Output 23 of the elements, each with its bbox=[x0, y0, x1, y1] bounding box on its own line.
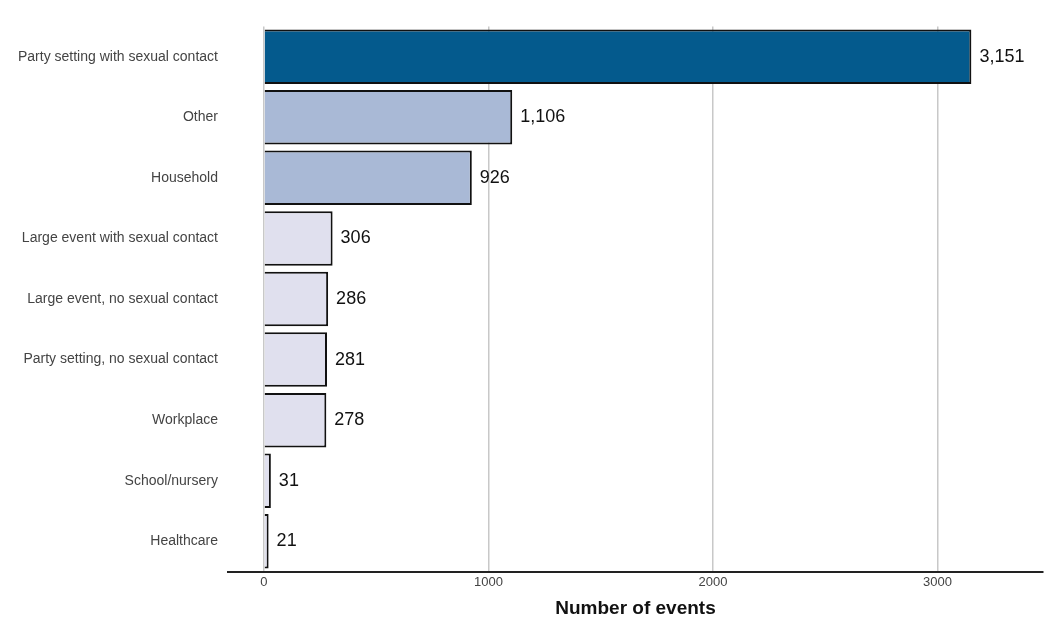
data-label: 286 bbox=[336, 287, 367, 308]
y-tick-label: Large event with sexual contact bbox=[21, 229, 219, 246]
data-label: 3,151 bbox=[979, 45, 1025, 66]
y-tick-label: Healthcare bbox=[150, 532, 219, 549]
x-tick-label: 3000 bbox=[923, 573, 952, 589]
data-label: 278 bbox=[334, 409, 365, 430]
x-tick-label: 2000 bbox=[698, 573, 728, 589]
data-label: 281 bbox=[335, 348, 366, 369]
y-tick-label: Party setting, no sexual contact bbox=[23, 350, 219, 367]
data-label: 926 bbox=[479, 166, 510, 187]
data-label: 1,106 bbox=[520, 106, 566, 127]
y-tick-label: Large event, no sexual contact bbox=[27, 289, 219, 306]
x-axis-title: Number of events bbox=[555, 596, 716, 618]
data-label: 306 bbox=[340, 227, 371, 248]
data-label: 21 bbox=[276, 530, 297, 551]
x-tick-label: 1000 bbox=[473, 573, 503, 589]
y-tick-label: Party setting with sexual contact bbox=[17, 47, 219, 64]
y-tick-label: Other bbox=[182, 108, 219, 125]
data-label: 31 bbox=[278, 469, 299, 490]
y-tick-label: Workplace bbox=[152, 411, 219, 428]
y-tick-label: Household bbox=[151, 168, 218, 185]
y-tick-label: School/nursery bbox=[124, 471, 218, 488]
x-tick-label: 0 bbox=[260, 573, 268, 589]
